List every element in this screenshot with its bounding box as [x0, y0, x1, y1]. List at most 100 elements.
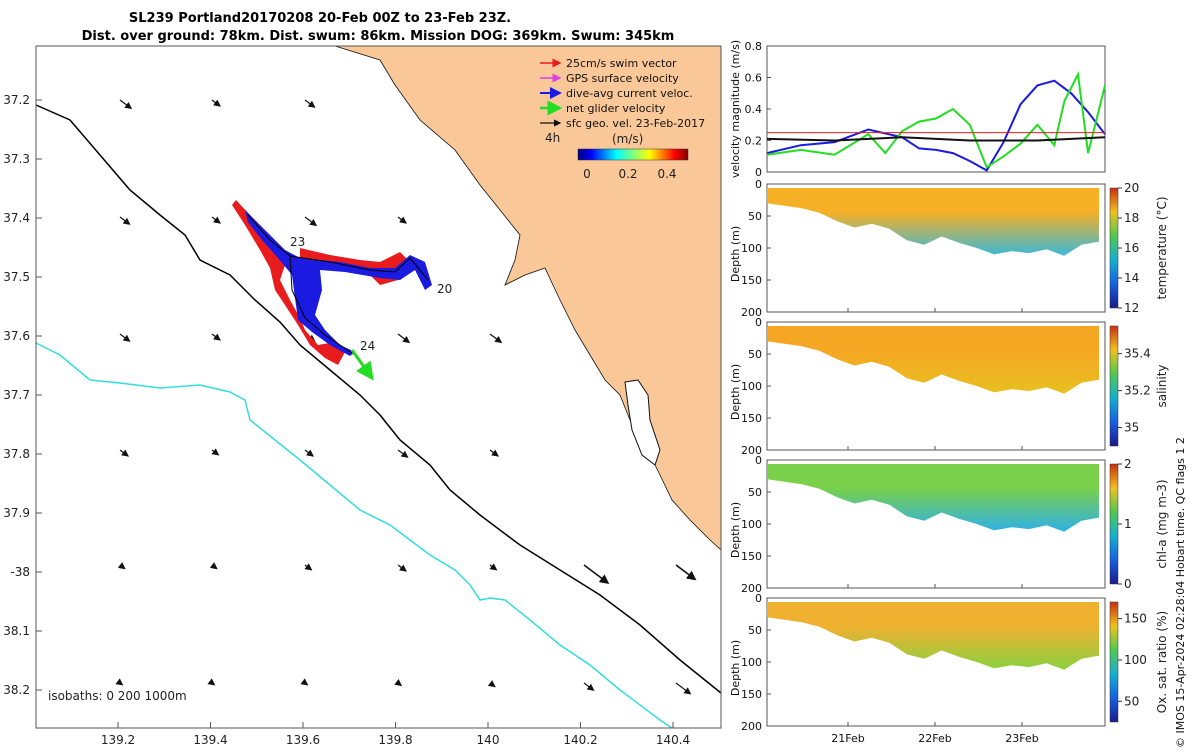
current-vector — [489, 563, 498, 571]
colorbar-tick-label: 20 — [1124, 181, 1139, 195]
depth-ylabel: Depth (m) — [729, 640, 742, 696]
longitude-axis: 139.2 139.4 139.6 139.8 140 140.2 140.4 — [101, 722, 690, 747]
speed-colorbar — [577, 148, 689, 161]
lon-tick-label: 140.2 — [563, 733, 597, 747]
lat-tick-label: 37.7 — [3, 388, 30, 402]
track-label-23: 23 — [290, 235, 305, 249]
latitude-axis: 37.2 37.3 37.4 37.5 37.6 37.7 37.8 37.9 -38 38.1 3… — [3, 93, 42, 697]
current-vector — [304, 99, 316, 108]
current-vector — [119, 216, 131, 225]
time-tick-label: 21Feb — [831, 732, 864, 745]
colorbar-tick-label: 100 — [1124, 653, 1147, 667]
lat-tick-label: 38.2 — [3, 683, 30, 697]
velocity-frame — [766, 45, 1106, 173]
vel-tick-label: 0.4 — [745, 103, 763, 116]
lat-tick-label: 38.1 — [3, 624, 30, 638]
velocity-series-line — [766, 71, 1106, 169]
depth-tick-label: 150 — [741, 274, 762, 287]
current-vector — [675, 564, 697, 581]
section-colorbar — [1109, 187, 1119, 309]
depth-tick-label: 100 — [741, 380, 762, 393]
current-vector — [489, 449, 499, 457]
lon-tick-label: 139.2 — [101, 733, 135, 747]
current-vector — [394, 678, 403, 687]
depth-tick-label: 200 — [741, 582, 762, 595]
isobath-200 — [35, 104, 722, 694]
current-vector — [211, 333, 221, 341]
depth-tick-label: 100 — [741, 518, 762, 531]
colorbar-tick-1: 0.2 — [618, 167, 637, 181]
depth-tick-label: 150 — [741, 550, 762, 563]
colorbar-label: salinity — [1155, 364, 1169, 407]
current-vector — [583, 564, 610, 584]
current-vector — [487, 680, 496, 688]
depth-tick-label: 50 — [748, 486, 762, 499]
velocity-series-line — [766, 79, 1106, 172]
lat-tick-label: 37.8 — [3, 447, 30, 461]
colorbar-tick-2: 0.4 — [657, 167, 676, 181]
current-vector — [304, 216, 318, 227]
section-colorbar — [1109, 325, 1119, 447]
lat-tick-label: 37.4 — [3, 211, 30, 225]
depth-tick-label: 150 — [741, 412, 762, 425]
current-vector — [300, 678, 309, 686]
depth-tick-label: 200 — [741, 720, 762, 733]
lon-tick-label: 139.6 — [286, 733, 320, 747]
depth-tick-label: 0 — [755, 316, 762, 329]
land — [334, 45, 722, 551]
current-vector — [397, 564, 407, 572]
velocity-series-line — [766, 136, 1106, 142]
track-label-20: 20 — [437, 282, 452, 296]
isobath-1000 — [35, 342, 673, 729]
current-vector — [397, 449, 409, 458]
colorbar-tick-label: 2 — [1124, 457, 1132, 471]
depth-tick-label: 100 — [741, 656, 762, 669]
legend-dive-avg-current: dive-avg current veloc. — [566, 87, 693, 100]
vel-tick-label: 0.2 — [745, 135, 763, 148]
colorbar-tick-label: 35 — [1124, 421, 1139, 435]
current-vector — [304, 449, 314, 457]
colorbar-tick-label: 1 — [1124, 517, 1132, 531]
depth-ylabel: Depth (m) — [729, 226, 742, 282]
time-tick-label: 23Feb — [1005, 732, 1038, 745]
colorbar-label: temperature (°C) — [1155, 197, 1169, 300]
legend-net-glider: net glider velocity — [566, 102, 666, 115]
section-data-field — [767, 326, 1099, 394]
island — [624, 379, 661, 466]
map-legend: 25cm/s swim vector GPS surface velocity … — [540, 57, 705, 181]
depth-ylabel: Depth (m) — [729, 502, 742, 558]
colorbar-tick-label: 150 — [1124, 612, 1147, 626]
depth-tick-label: 50 — [748, 210, 762, 223]
colorbar-title: (m/s) — [612, 132, 643, 146]
lat-tick-label: 37.5 — [3, 270, 30, 284]
current-vector — [209, 562, 218, 570]
colorbar-tick-label: 14 — [1124, 271, 1139, 285]
lat-tick-label: 37.9 — [3, 506, 30, 520]
current-vector — [583, 682, 595, 691]
current-vector — [119, 449, 129, 457]
legend-gps-velocity: GPS surface velocity — [566, 72, 679, 85]
current-vector — [675, 682, 692, 695]
current-vector — [117, 562, 126, 570]
lon-tick-label: 140 — [477, 733, 500, 747]
current-vector — [211, 216, 221, 224]
current-vector — [489, 333, 503, 344]
track-label-24: 24 — [360, 339, 375, 353]
lat-tick-label: 37.2 — [3, 93, 30, 107]
vel-tick-label: 0.6 — [745, 72, 763, 85]
section-data-field — [767, 602, 1099, 670]
section-data-field — [767, 188, 1099, 256]
lon-tick-label: 139.8 — [378, 733, 412, 747]
isobath-legend: isobaths: 0 200 1000m — [48, 689, 187, 703]
colorbar-tick-label: 18 — [1124, 211, 1139, 225]
velocity-ylabel: velocity magnitude (m/s) — [729, 40, 742, 178]
colorbar-tick-label: 12 — [1124, 301, 1139, 315]
depth-tick-label: 50 — [748, 624, 762, 637]
legend-sfc-geo-vel: sfc geo. vel. 23-Feb-2017 — [566, 117, 705, 130]
chart-subtitle: Dist. over ground: 78km. Dist. swum: 86k… — [82, 29, 675, 44]
depth-tick-label: 200 — [741, 306, 762, 319]
section-data-field — [767, 464, 1099, 532]
vel-tick-label: 0 — [755, 166, 762, 179]
